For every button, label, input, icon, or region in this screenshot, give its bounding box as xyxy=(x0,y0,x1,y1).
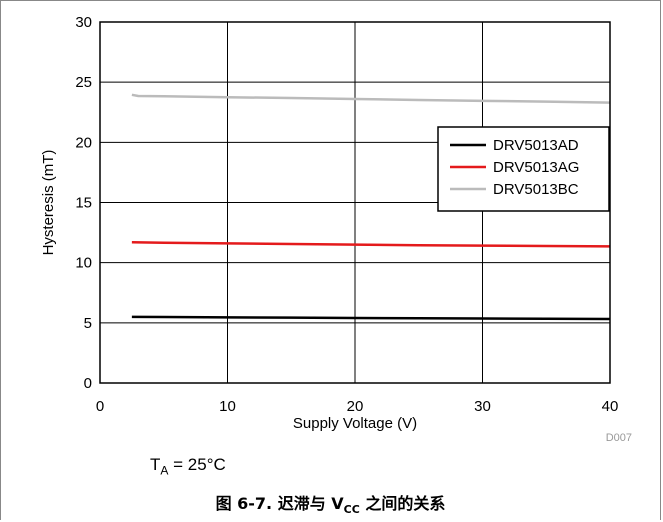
figure-id: D007 xyxy=(606,432,632,444)
legend: DRV5013AD DRV5013AG DRV5013BC xyxy=(437,126,610,212)
plot-area-border xyxy=(99,21,611,384)
y-tick-label-10: 10 xyxy=(75,255,92,272)
x-tick-label-10: 10 xyxy=(219,398,236,415)
legend-label-drv5013ag: DRV5013AG xyxy=(493,159,579,176)
figure-caption: 图 6-7. 迟滞与 VCC 之间的关系 xyxy=(0,490,661,516)
hysteresis-chart: 0 10 20 30 40 0 5 10 15 20 25 30 Supply Voltage (V… xyxy=(40,14,632,444)
y-tick-label-5: 5 xyxy=(84,315,92,332)
conditions-symbol: T xyxy=(150,455,161,474)
x-axis-title: Supply Voltage (V) xyxy=(293,415,417,432)
caption-suffix: 之间的关系 xyxy=(359,494,446,513)
series-line-drv5013ad xyxy=(131,315,611,321)
legend-label-drv5013ad: DRV5013AD xyxy=(493,137,579,154)
y-tick-label-15: 15 xyxy=(75,195,92,212)
y-tick-label-30: 30 xyxy=(75,14,92,31)
series-line-drv5013ag xyxy=(131,240,611,248)
conditions-subscript: A xyxy=(160,463,169,478)
y-tick-label-25: 25 xyxy=(75,74,92,91)
x-tick-label-20: 20 xyxy=(347,398,364,415)
y-tick-label-0: 0 xyxy=(84,375,92,392)
y-tick-label-20: 20 xyxy=(75,134,92,151)
x-tick-label-30: 30 xyxy=(474,398,491,415)
legend-box xyxy=(437,126,610,212)
x-tick-label-0: 0 xyxy=(96,398,104,415)
y-tick-labels: 0 5 10 15 20 25 30 xyxy=(75,14,92,392)
x-tick-label-40: 40 xyxy=(602,398,619,415)
conditions-value: = 25°C xyxy=(168,455,226,474)
series-layer xyxy=(131,93,611,321)
x-tick-labels: 0 10 20 30 40 xyxy=(96,398,619,415)
caption-subscript: CC xyxy=(343,503,360,517)
legend-label-drv5013bc: DRV5013BC xyxy=(493,181,579,198)
series-line-drv5013bc xyxy=(131,93,611,104)
test-conditions: TA = 25°C xyxy=(150,455,226,477)
y-axis-title: Hysteresis (mT) xyxy=(40,150,57,256)
caption-prefix: 图 6-7. 迟滞与 V xyxy=(215,494,344,513)
